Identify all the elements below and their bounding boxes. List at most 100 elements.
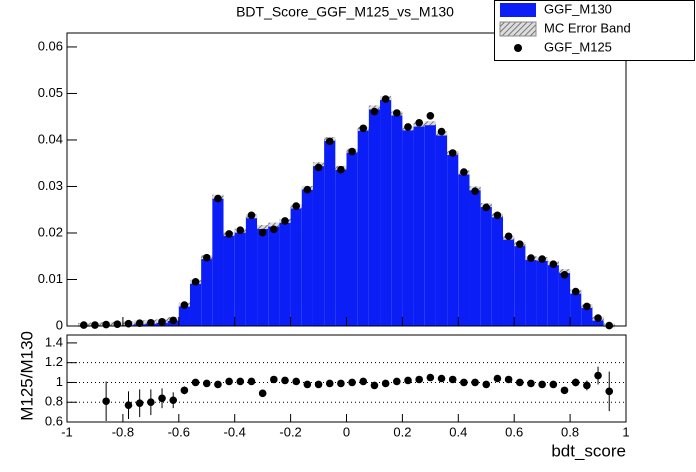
histogram-bar [413, 124, 425, 326]
ratio-point [504, 375, 513, 384]
legend-label: GGF_M125 [544, 39, 612, 54]
histogram-bar [178, 304, 190, 326]
ratio-point [292, 377, 300, 386]
histogram-bar [547, 263, 559, 326]
ratio-point [247, 377, 256, 386]
x-tick-label: 1 [622, 424, 629, 439]
data-point [102, 320, 110, 329]
data-point [594, 314, 602, 322]
histogram-bar [480, 205, 492, 326]
histogram-bar [536, 259, 548, 326]
legend-label: GGF_M130 [544, 1, 612, 16]
data-point [292, 202, 300, 210]
x-tick-label: 0.6 [505, 424, 523, 439]
data-point [370, 107, 379, 116]
error-band [424, 121, 436, 126]
data-point [471, 187, 479, 195]
ratio-point [359, 377, 368, 386]
histogram-bar [290, 206, 302, 326]
data-point [325, 137, 334, 146]
ratio-point [393, 377, 401, 386]
data-point [415, 118, 423, 127]
ratio-point [258, 389, 267, 398]
histogram-bar [424, 123, 436, 326]
x-axis-label: bdt_score [551, 441, 626, 460]
ratio-point [135, 399, 144, 408]
histogram-bar [435, 133, 448, 326]
data-point [460, 168, 468, 176]
data-point [180, 301, 189, 309]
x-tick-label: 0.2 [393, 424, 411, 439]
y-tick-label: 0.06 [38, 38, 63, 53]
ratio-point [158, 394, 166, 403]
data-point [258, 228, 267, 237]
data-point [583, 302, 591, 311]
data-point [191, 278, 200, 286]
ratio-point [583, 381, 591, 390]
histogram-bar [458, 172, 470, 326]
data-point [314, 163, 323, 172]
ratio-point [471, 378, 479, 387]
x-tick-label: -1 [61, 424, 73, 439]
data-point [281, 217, 289, 225]
ratio-point [147, 398, 155, 407]
data-point [158, 318, 166, 326]
histogram-bar [380, 98, 392, 326]
data-point [303, 185, 312, 194]
data-point [147, 318, 155, 327]
ratio-point [594, 371, 602, 380]
y-tick-label: 1 [56, 374, 63, 389]
data-point [113, 320, 122, 328]
ratio-point [493, 374, 502, 383]
histogram-bar [570, 291, 582, 326]
y-tick-label: 0.04 [38, 131, 63, 146]
data-point [426, 111, 435, 120]
histogram-bar [268, 224, 280, 326]
ratio-point [102, 397, 110, 406]
ratio-point [236, 377, 245, 386]
data-point [270, 225, 278, 234]
y-tick-label: 0 [56, 317, 63, 332]
x-tick-label: -0.2 [279, 424, 301, 439]
data-point [225, 230, 233, 238]
data-point [482, 203, 491, 212]
ratio-point [482, 380, 491, 389]
histogram-bar [234, 230, 246, 326]
ratio-point [560, 386, 569, 395]
histogram-bar [357, 128, 369, 326]
histogram-bar [368, 107, 381, 327]
histogram-bar [335, 167, 347, 326]
data-point [504, 232, 513, 241]
histogram-bar [189, 281, 202, 326]
legend-swatch [500, 3, 536, 17]
histogram-bar [525, 258, 537, 326]
data-point [236, 226, 245, 234]
histogram-bar [301, 187, 313, 326]
ratio-point [225, 377, 233, 386]
data-point [79, 321, 88, 329]
histogram-bar [346, 150, 358, 326]
data-point [560, 271, 569, 279]
ratio-point [527, 379, 535, 388]
data-point [393, 109, 401, 117]
x-tick-label: -0.4 [223, 424, 245, 439]
data-point [202, 253, 211, 262]
ratio-point [337, 379, 345, 388]
data-point [527, 254, 535, 262]
legend-swatch [499, 21, 537, 37]
ratio-point [325, 379, 334, 388]
y-tick-label: 0.03 [38, 178, 63, 193]
histogram-bar [469, 188, 481, 326]
ratio-point [538, 380, 546, 389]
error-band [368, 105, 381, 110]
histogram-bar [245, 216, 258, 326]
data-point [381, 95, 390, 103]
histogram-bar [312, 164, 325, 326]
ratio-point [605, 387, 614, 396]
x-tick-label: 0 [343, 424, 350, 439]
ratio-point [270, 375, 278, 384]
ratio-point [214, 380, 222, 389]
ratio-point [124, 401, 133, 409]
data-point [404, 123, 412, 131]
